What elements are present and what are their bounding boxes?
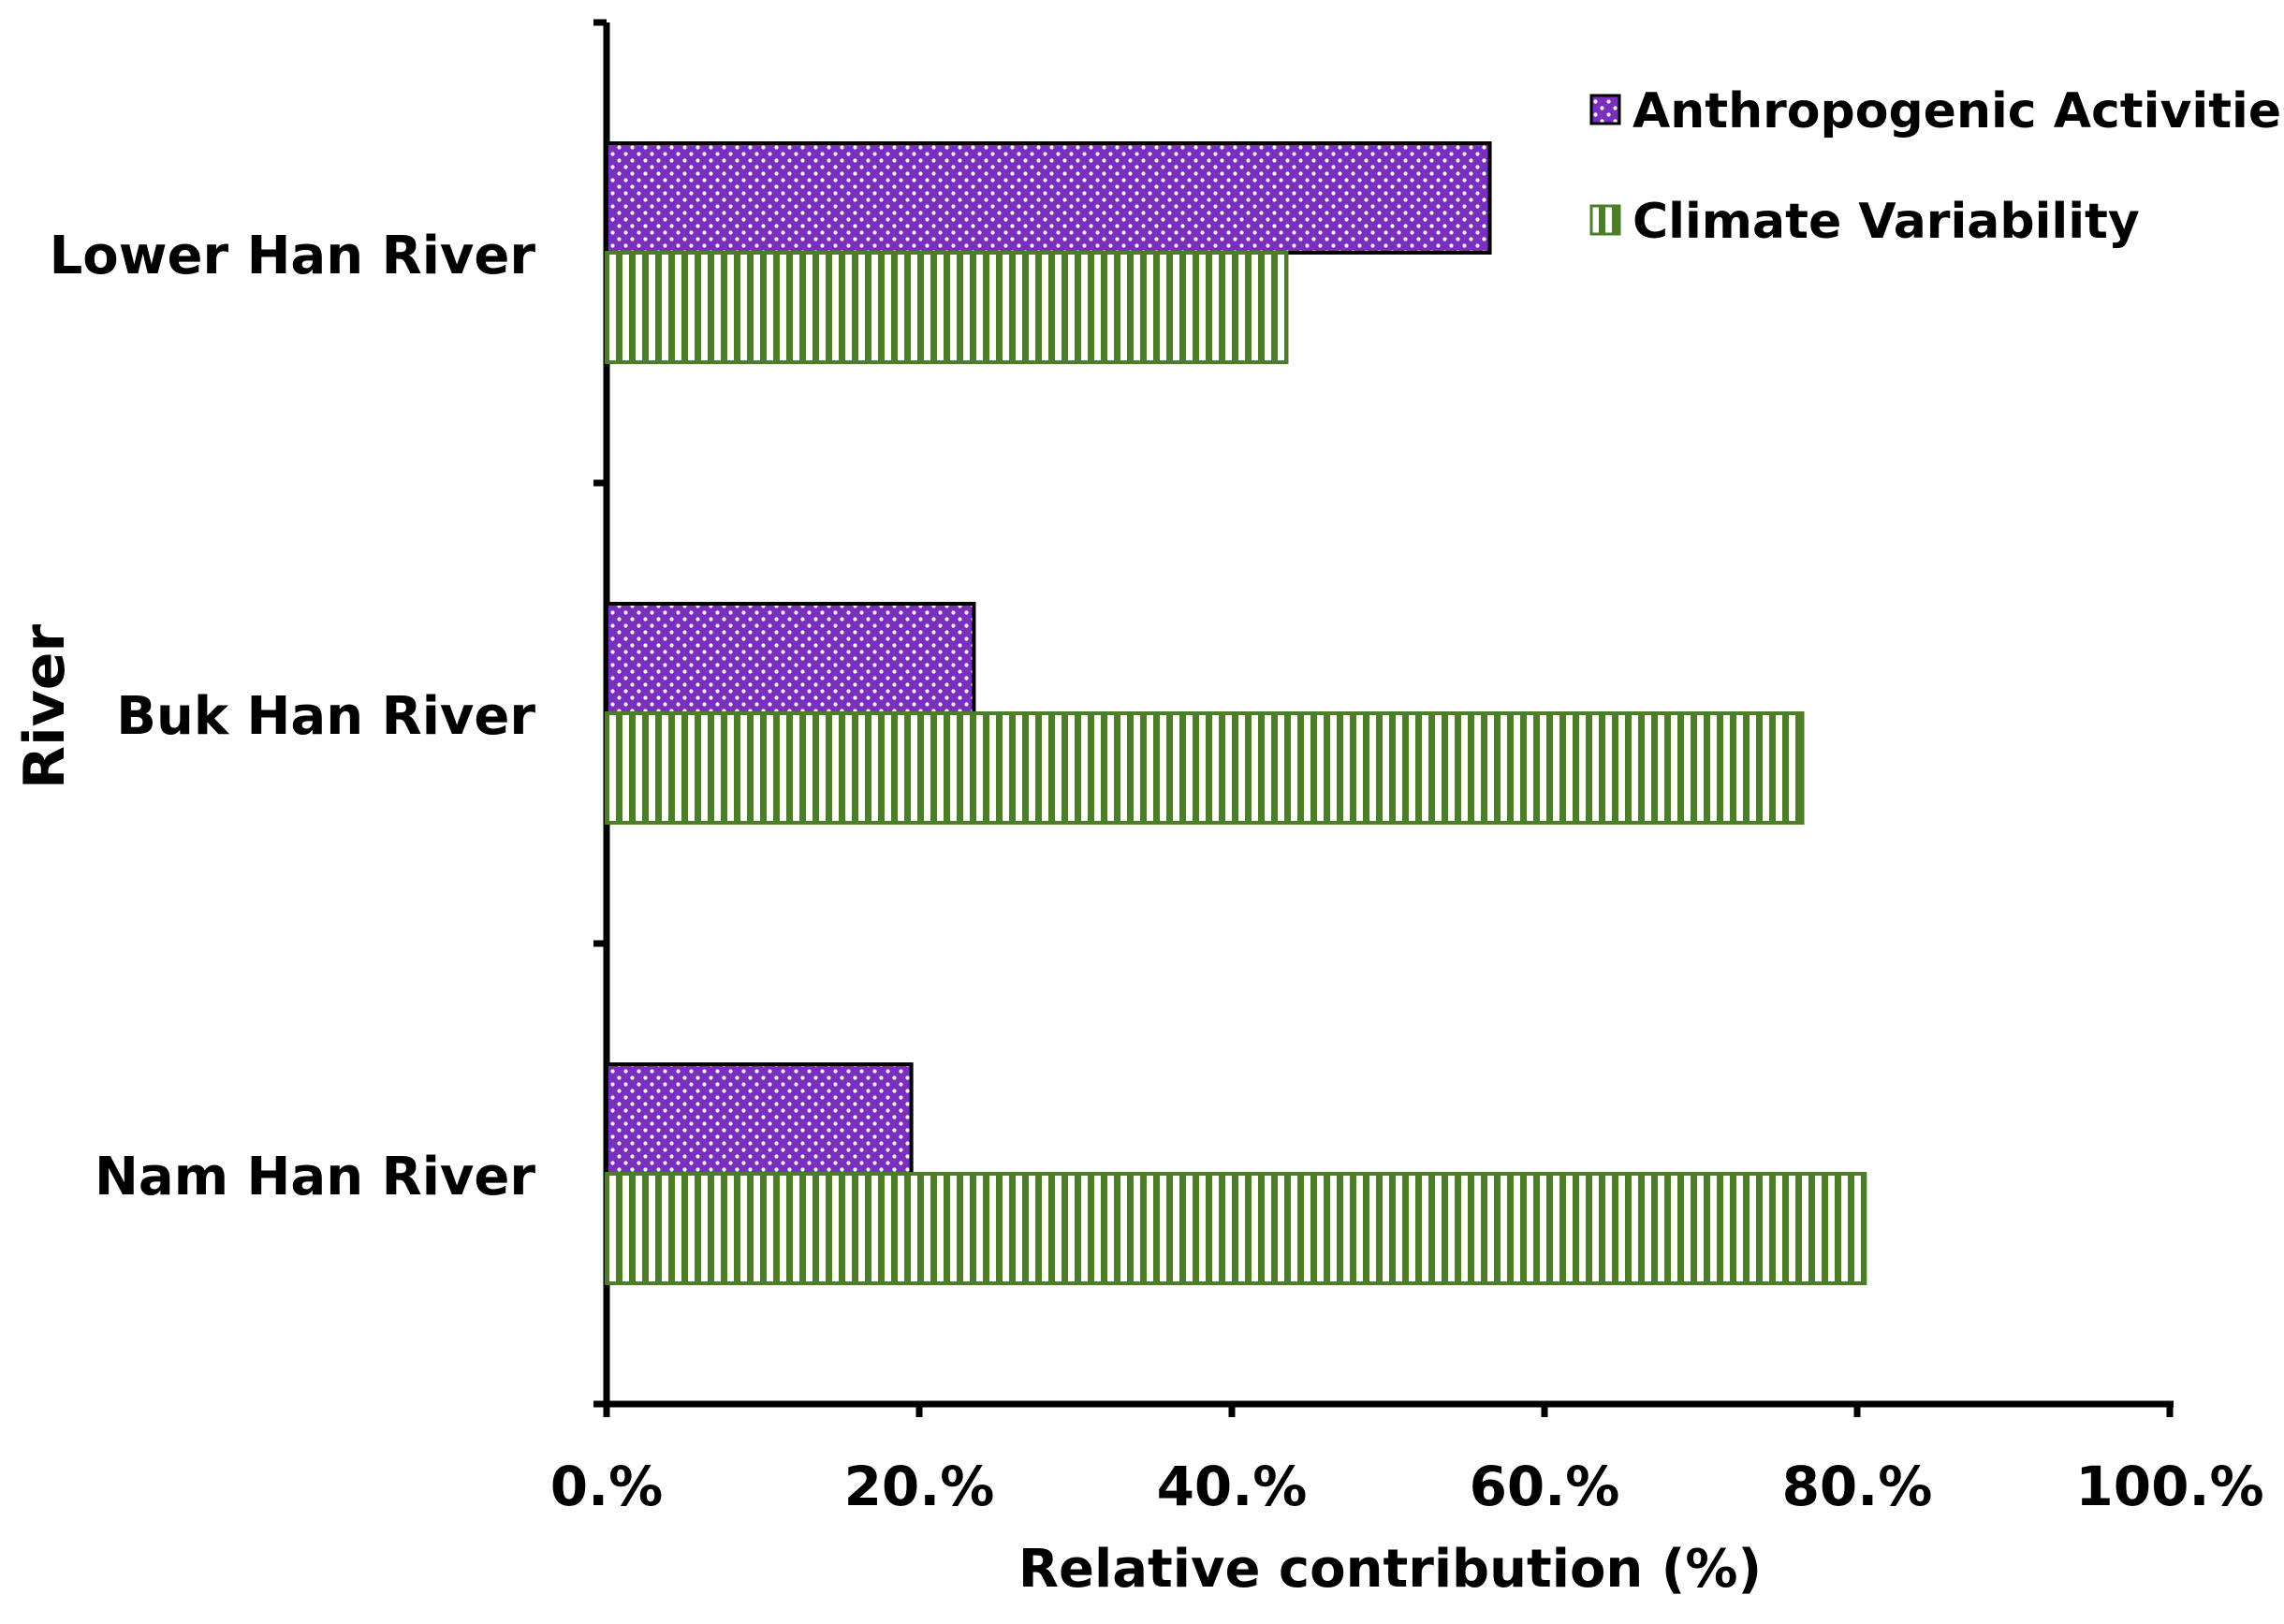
category-label: Lower Han River: [50, 226, 536, 286]
legend-swatch-climate: [1589, 204, 1621, 236]
category-label: Buk Han River: [116, 686, 535, 747]
x-tick-labels: 0.% 20.% 40.% 60.% 80.% 100.%: [550, 1455, 2264, 1518]
x-tick-label: 60.%: [1470, 1455, 1620, 1518]
bars: [605, 141, 1867, 1285]
legend-label-climate: Climate Variability: [1632, 194, 2140, 250]
bar-anthropogenic: [605, 602, 976, 715]
category-label: Nam Han River: [95, 1147, 535, 1207]
bar-anthropogenic: [605, 141, 1492, 255]
x-tick-label: 40.%: [1157, 1455, 1308, 1518]
x-axis-title: Relative contribution (%): [1018, 1539, 1762, 1600]
x-tick-label: 80.%: [1782, 1455, 1933, 1518]
bar-climate: [605, 251, 1289, 364]
legend-item-anthropogenic: Anthropogenic Activities: [1589, 83, 2284, 139]
x-tick-label: 0.%: [550, 1455, 664, 1518]
x-ticks: [603, 1404, 2174, 1417]
bar-anthropogenic: [605, 1062, 914, 1176]
legend: Anthropogenic Activities Climate Variabi…: [1589, 83, 2284, 250]
x-tick-label: 20.%: [844, 1455, 995, 1518]
legend-swatch-anthropogenic: [1589, 94, 1621, 125]
legend-item-climate: Climate Variability: [1589, 194, 2140, 250]
category-labels: Lower Han River Buk Han River Nam Han Rive…: [50, 226, 536, 1207]
legend-label-anthropogenic: Anthropogenic Activities: [1632, 83, 2284, 139]
y-axis-title: River: [12, 624, 78, 790]
x-tick-label: 100.%: [2075, 1455, 2263, 1518]
bar-climate: [605, 711, 1805, 825]
bar-climate: [605, 1172, 1867, 1285]
